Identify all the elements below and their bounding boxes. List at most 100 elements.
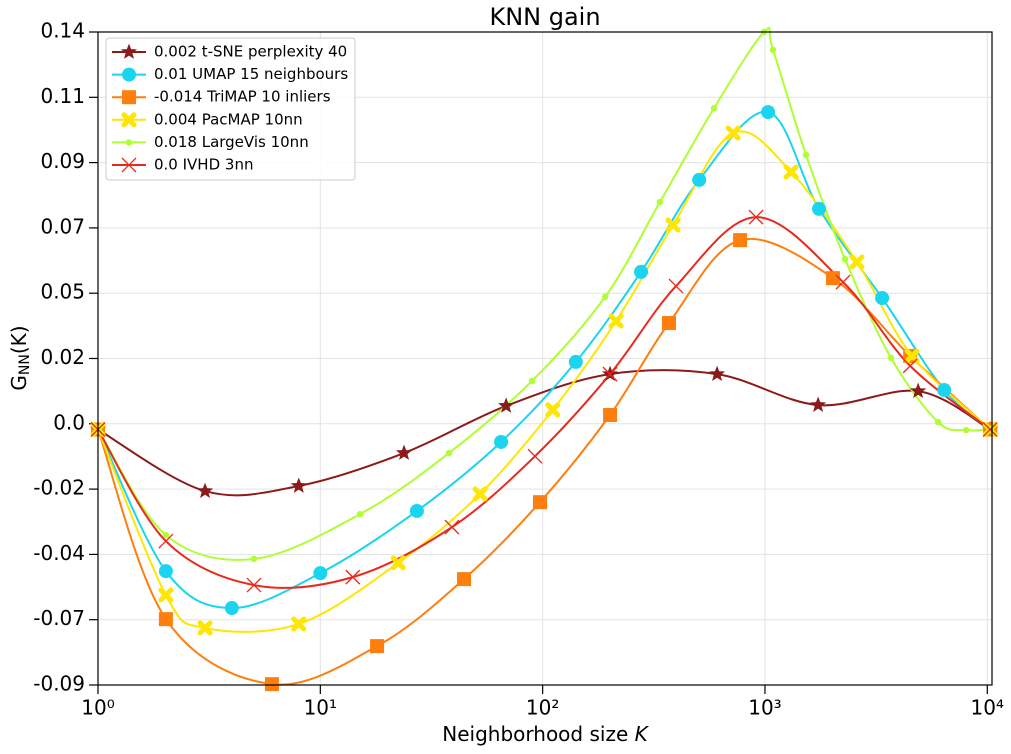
series-line (97, 369, 991, 497)
marker (290, 477, 307, 493)
marker (197, 620, 213, 636)
marker (533, 495, 548, 510)
legend-label: 0.01 UMAP 15 neighbours (154, 65, 348, 83)
marker (812, 201, 827, 216)
marker (910, 382, 927, 399)
marker (291, 616, 307, 632)
marker (733, 233, 748, 248)
marker (835, 274, 851, 290)
x-tick-label: 10³ (748, 696, 781, 720)
marker (904, 348, 920, 364)
marker (250, 555, 258, 563)
legend-box (105, 37, 356, 181)
marker (661, 316, 676, 331)
legend-label: 0.002 t-SNE perplexity 40 (154, 43, 347, 61)
marker (665, 217, 681, 233)
y-tick-label: -0.04 (33, 541, 85, 565)
marker (528, 377, 536, 385)
marker (692, 172, 707, 187)
marker (601, 293, 609, 301)
marker (457, 572, 472, 587)
marker (162, 531, 170, 539)
y-tick-label: 0.05 (40, 280, 85, 304)
marker (725, 125, 741, 141)
y-tick-label: -0.09 (33, 672, 85, 696)
marker (356, 510, 364, 518)
y-tick-label: 0.07 (40, 214, 85, 238)
legend-marker (122, 90, 136, 105)
legend-marker (122, 67, 136, 82)
marker (709, 365, 726, 381)
marker (494, 434, 509, 449)
chart-title: KNN gain (489, 3, 600, 31)
marker (158, 612, 173, 627)
marker (498, 397, 515, 413)
marker (545, 402, 561, 418)
marker (246, 577, 262, 593)
marker (841, 255, 849, 263)
legend: 0.002 t-SNE perplexity 40 0.01 UMAP 15 ne… (105, 37, 356, 181)
x-tick-label: 10⁰ (81, 696, 114, 720)
plot-frame (97, 31, 993, 686)
marker (313, 566, 328, 581)
marker (224, 601, 239, 616)
y-tick-label: -0.02 (33, 476, 85, 500)
marker (390, 555, 406, 571)
series-line (97, 130, 991, 633)
y-tick-label: -0.07 (33, 606, 85, 630)
marker (802, 151, 810, 159)
marker (158, 533, 174, 549)
marker (902, 358, 918, 374)
marker (849, 254, 865, 270)
y-tick-label: 0.09 (40, 149, 85, 173)
legend-label: 0.004 PacMAP 10nn (154, 110, 303, 128)
marker (158, 564, 173, 579)
y-tick-label: 0.11 (40, 84, 85, 108)
marker (783, 164, 799, 180)
marker (608, 313, 624, 329)
series-line (97, 26, 991, 561)
marker (810, 396, 827, 412)
x-axis-label: Neighborhood size K (442, 722, 649, 746)
legend-marker (125, 139, 133, 146)
y-axis-label: GNN(K) (7, 325, 34, 390)
y-tick-label: 0.02 (40, 345, 85, 369)
marker (668, 278, 684, 294)
legend-label: -0.014 TriMAP 10 inliers (154, 88, 331, 106)
series-line (97, 237, 991, 686)
marker (937, 383, 952, 398)
marker (656, 198, 664, 206)
legend-marker (121, 112, 137, 128)
marker (748, 209, 764, 225)
marker (962, 426, 970, 434)
marker (761, 105, 776, 120)
marker (710, 104, 718, 112)
legend-label: 0.0 IVHD 3nn (154, 156, 253, 174)
x-tick-label: 10⁴ (971, 696, 1004, 720)
legend-marker (121, 157, 137, 173)
marker (527, 448, 543, 464)
marker (568, 354, 583, 369)
marker (769, 46, 777, 54)
marker (934, 418, 942, 426)
marker (445, 449, 453, 457)
x-tick-label: 10² (526, 696, 559, 720)
marker (395, 444, 413, 460)
marker (602, 366, 618, 382)
marker (634, 264, 649, 279)
y-tick-label: 0.0 (53, 410, 85, 434)
marker (264, 677, 279, 692)
y-tick-label: 0.14 (40, 19, 85, 43)
marker (887, 354, 895, 362)
marker (826, 271, 841, 286)
marker (196, 482, 214, 498)
marker (472, 486, 488, 502)
marker (370, 639, 385, 654)
marker (345, 569, 361, 585)
series-line (97, 216, 991, 589)
marker (603, 407, 618, 422)
marker (158, 587, 174, 603)
x-tick-label: 10¹ (304, 696, 337, 720)
marker (875, 291, 890, 306)
